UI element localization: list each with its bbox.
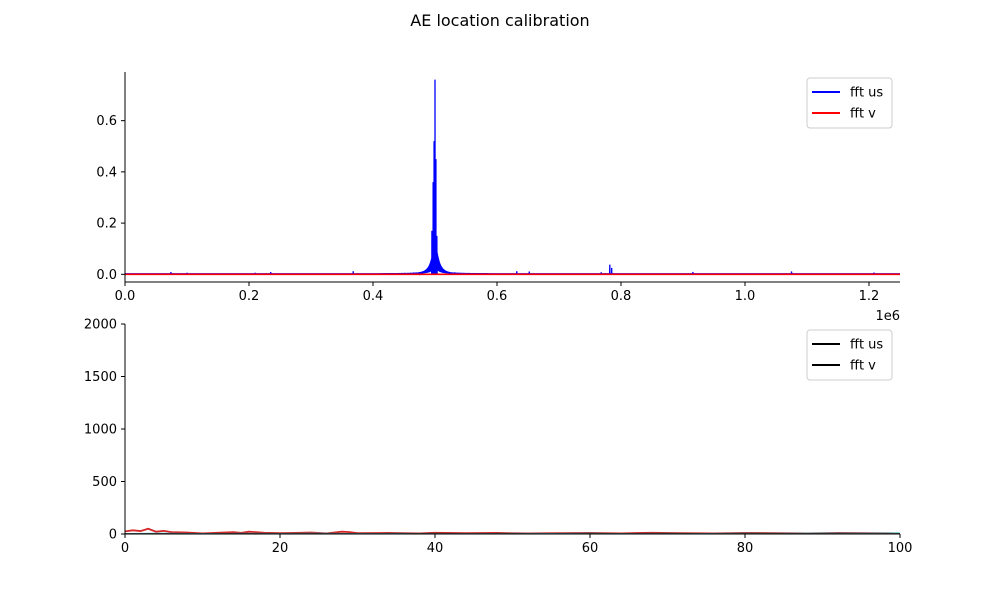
x-tick-label: 0.0 [115,289,136,304]
legend-label: fft us [850,338,883,353]
y-tick-label: 0 [109,528,117,543]
series-line-fft-us [125,79,900,276]
legend-label: fft v [850,359,876,374]
x-tick-label: 0.4 [363,289,384,304]
y-tick-label: 1000 [84,423,117,438]
y-tick-label: 0.0 [96,268,117,283]
x-tick-label: 0 [121,541,129,556]
legend: fft us fft v [806,329,893,381]
x-tick-label: 60 [582,541,599,556]
series-line-0 [125,527,900,534]
x-tick-label: 0.8 [611,289,632,304]
x-tick-label: 80 [737,541,754,556]
y-tick-label: 1500 [84,370,117,385]
figure-title: AE location calibration [410,11,589,30]
legend: fft us fft v [806,77,893,129]
y-tick-label: 2000 [84,318,117,333]
x-tick-label: 1.0 [735,289,756,304]
y-tick-label: 0.4 [96,165,117,180]
x-tick-label: 0.2 [239,289,260,304]
top-axes: 0.0 0.2 0.4 0.6 0.8 1.0 1.2 0.0 0.2 0.4 0.6 1e6 fft … [96,72,900,324]
legend-label: fft v [850,107,876,122]
y-tick-label: 0.2 [96,217,117,232]
plot-area [125,527,900,534]
x-tick-label: 1.2 [859,289,880,304]
x-offset-label: 1e6 [875,309,900,324]
legend-frame [806,77,893,129]
x-tick-label: 0.6 [487,289,508,304]
x-tick-label: 20 [272,541,289,556]
plot-area [125,79,900,276]
y-tick-label: 0.6 [96,114,117,129]
y-tick-label: 500 [92,475,117,490]
legend-label: fft us [850,86,883,101]
legend-frame [806,329,893,381]
x-tick-label: 100 [888,541,913,556]
x-tick-label: 40 [427,541,444,556]
